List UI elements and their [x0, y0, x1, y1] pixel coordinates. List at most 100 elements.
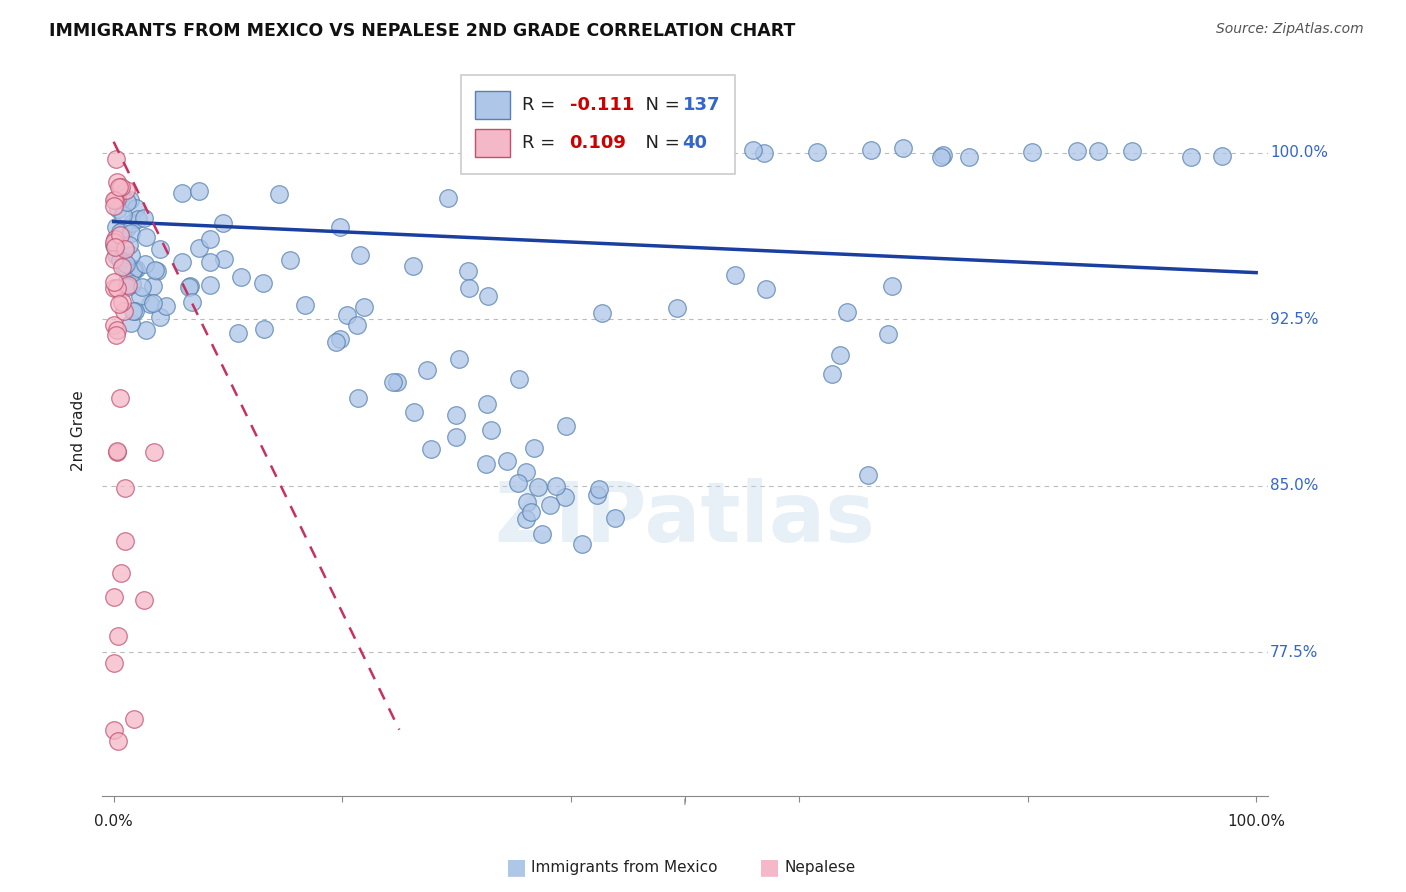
Text: R =: R = — [522, 96, 561, 114]
Point — [111, 248, 134, 262]
Point — [107, 629, 129, 643]
Point — [446, 430, 468, 444]
Point — [419, 442, 441, 456]
Point — [474, 457, 496, 471]
Point — [142, 278, 165, 293]
Point — [112, 223, 135, 237]
Point — [515, 512, 537, 526]
Point — [120, 226, 142, 240]
Point — [882, 278, 904, 293]
Point — [643, 149, 665, 163]
Point — [121, 277, 143, 291]
Point — [115, 257, 138, 271]
Point — [125, 201, 148, 215]
Point — [103, 199, 125, 213]
Point — [444, 408, 467, 422]
Bar — [475, 91, 510, 119]
Point — [103, 193, 125, 207]
Text: ZIPatlas: ZIPatlas — [495, 477, 876, 558]
Text: 85.0%: 85.0% — [1270, 478, 1319, 493]
Text: 0.109: 0.109 — [569, 134, 627, 153]
Point — [530, 526, 553, 541]
Point — [891, 141, 914, 155]
Point — [103, 318, 125, 333]
Point — [121, 216, 143, 230]
Point — [155, 300, 177, 314]
Point — [544, 479, 567, 493]
Point — [269, 186, 291, 201]
Point — [107, 443, 129, 458]
Point — [120, 316, 142, 330]
Point — [347, 391, 370, 405]
Point — [479, 423, 502, 437]
Point — [554, 490, 576, 504]
Point — [112, 304, 135, 318]
Point — [122, 712, 145, 726]
Point — [329, 332, 352, 346]
Point — [294, 297, 316, 311]
Point — [104, 232, 127, 246]
Point — [104, 193, 127, 207]
Text: Immigrants from Mexico: Immigrants from Mexico — [531, 860, 718, 874]
Point — [508, 371, 530, 385]
Point — [103, 590, 125, 604]
Point — [120, 248, 142, 262]
Point — [112, 259, 135, 273]
Point — [1121, 144, 1143, 158]
Point — [932, 147, 955, 161]
Point — [252, 276, 274, 290]
Point — [860, 144, 883, 158]
Point — [586, 488, 609, 502]
Point — [457, 264, 479, 278]
Point — [104, 219, 127, 234]
Text: N =: N = — [634, 134, 685, 153]
Point — [103, 238, 125, 252]
Point — [755, 282, 778, 296]
Text: ■: ■ — [506, 857, 527, 877]
Point — [111, 209, 134, 223]
Point — [325, 335, 347, 350]
Point — [110, 180, 132, 194]
Point — [605, 511, 627, 525]
Text: 40: 40 — [682, 134, 707, 153]
Text: ■: ■ — [759, 857, 780, 877]
Point — [122, 261, 145, 276]
Point — [387, 375, 409, 389]
Point — [122, 263, 145, 277]
Point — [134, 211, 156, 225]
Point — [145, 263, 167, 277]
Point — [752, 146, 775, 161]
Point — [149, 242, 172, 256]
Point — [457, 280, 479, 294]
Point — [125, 262, 148, 277]
Point — [508, 475, 530, 490]
Point — [666, 301, 689, 315]
Point — [477, 145, 499, 160]
Point — [188, 184, 211, 198]
Point — [402, 404, 425, 418]
Point — [1211, 149, 1233, 163]
Point — [114, 533, 136, 548]
Point — [117, 221, 139, 235]
Text: IMMIGRANTS FROM MEXICO VS NEPALESE 2ND GRADE CORRELATION CHART: IMMIGRANTS FROM MEXICO VS NEPALESE 2ND G… — [49, 22, 796, 40]
Point — [957, 150, 980, 164]
Point — [172, 255, 194, 269]
Point — [477, 289, 499, 303]
Point — [1087, 145, 1109, 159]
Point — [695, 143, 717, 157]
Point — [117, 277, 139, 292]
Point — [655, 145, 678, 160]
Y-axis label: 2nd Grade: 2nd Grade — [72, 390, 86, 471]
Point — [713, 147, 735, 161]
Point — [110, 225, 132, 239]
Point — [107, 297, 129, 311]
Point — [381, 375, 404, 389]
Point — [538, 498, 561, 512]
Point — [105, 176, 128, 190]
Text: 100.0%: 100.0% — [1270, 145, 1327, 161]
Point — [114, 242, 136, 256]
Point — [104, 152, 127, 166]
Point — [876, 326, 898, 341]
Point — [329, 220, 352, 235]
Point — [131, 280, 153, 294]
